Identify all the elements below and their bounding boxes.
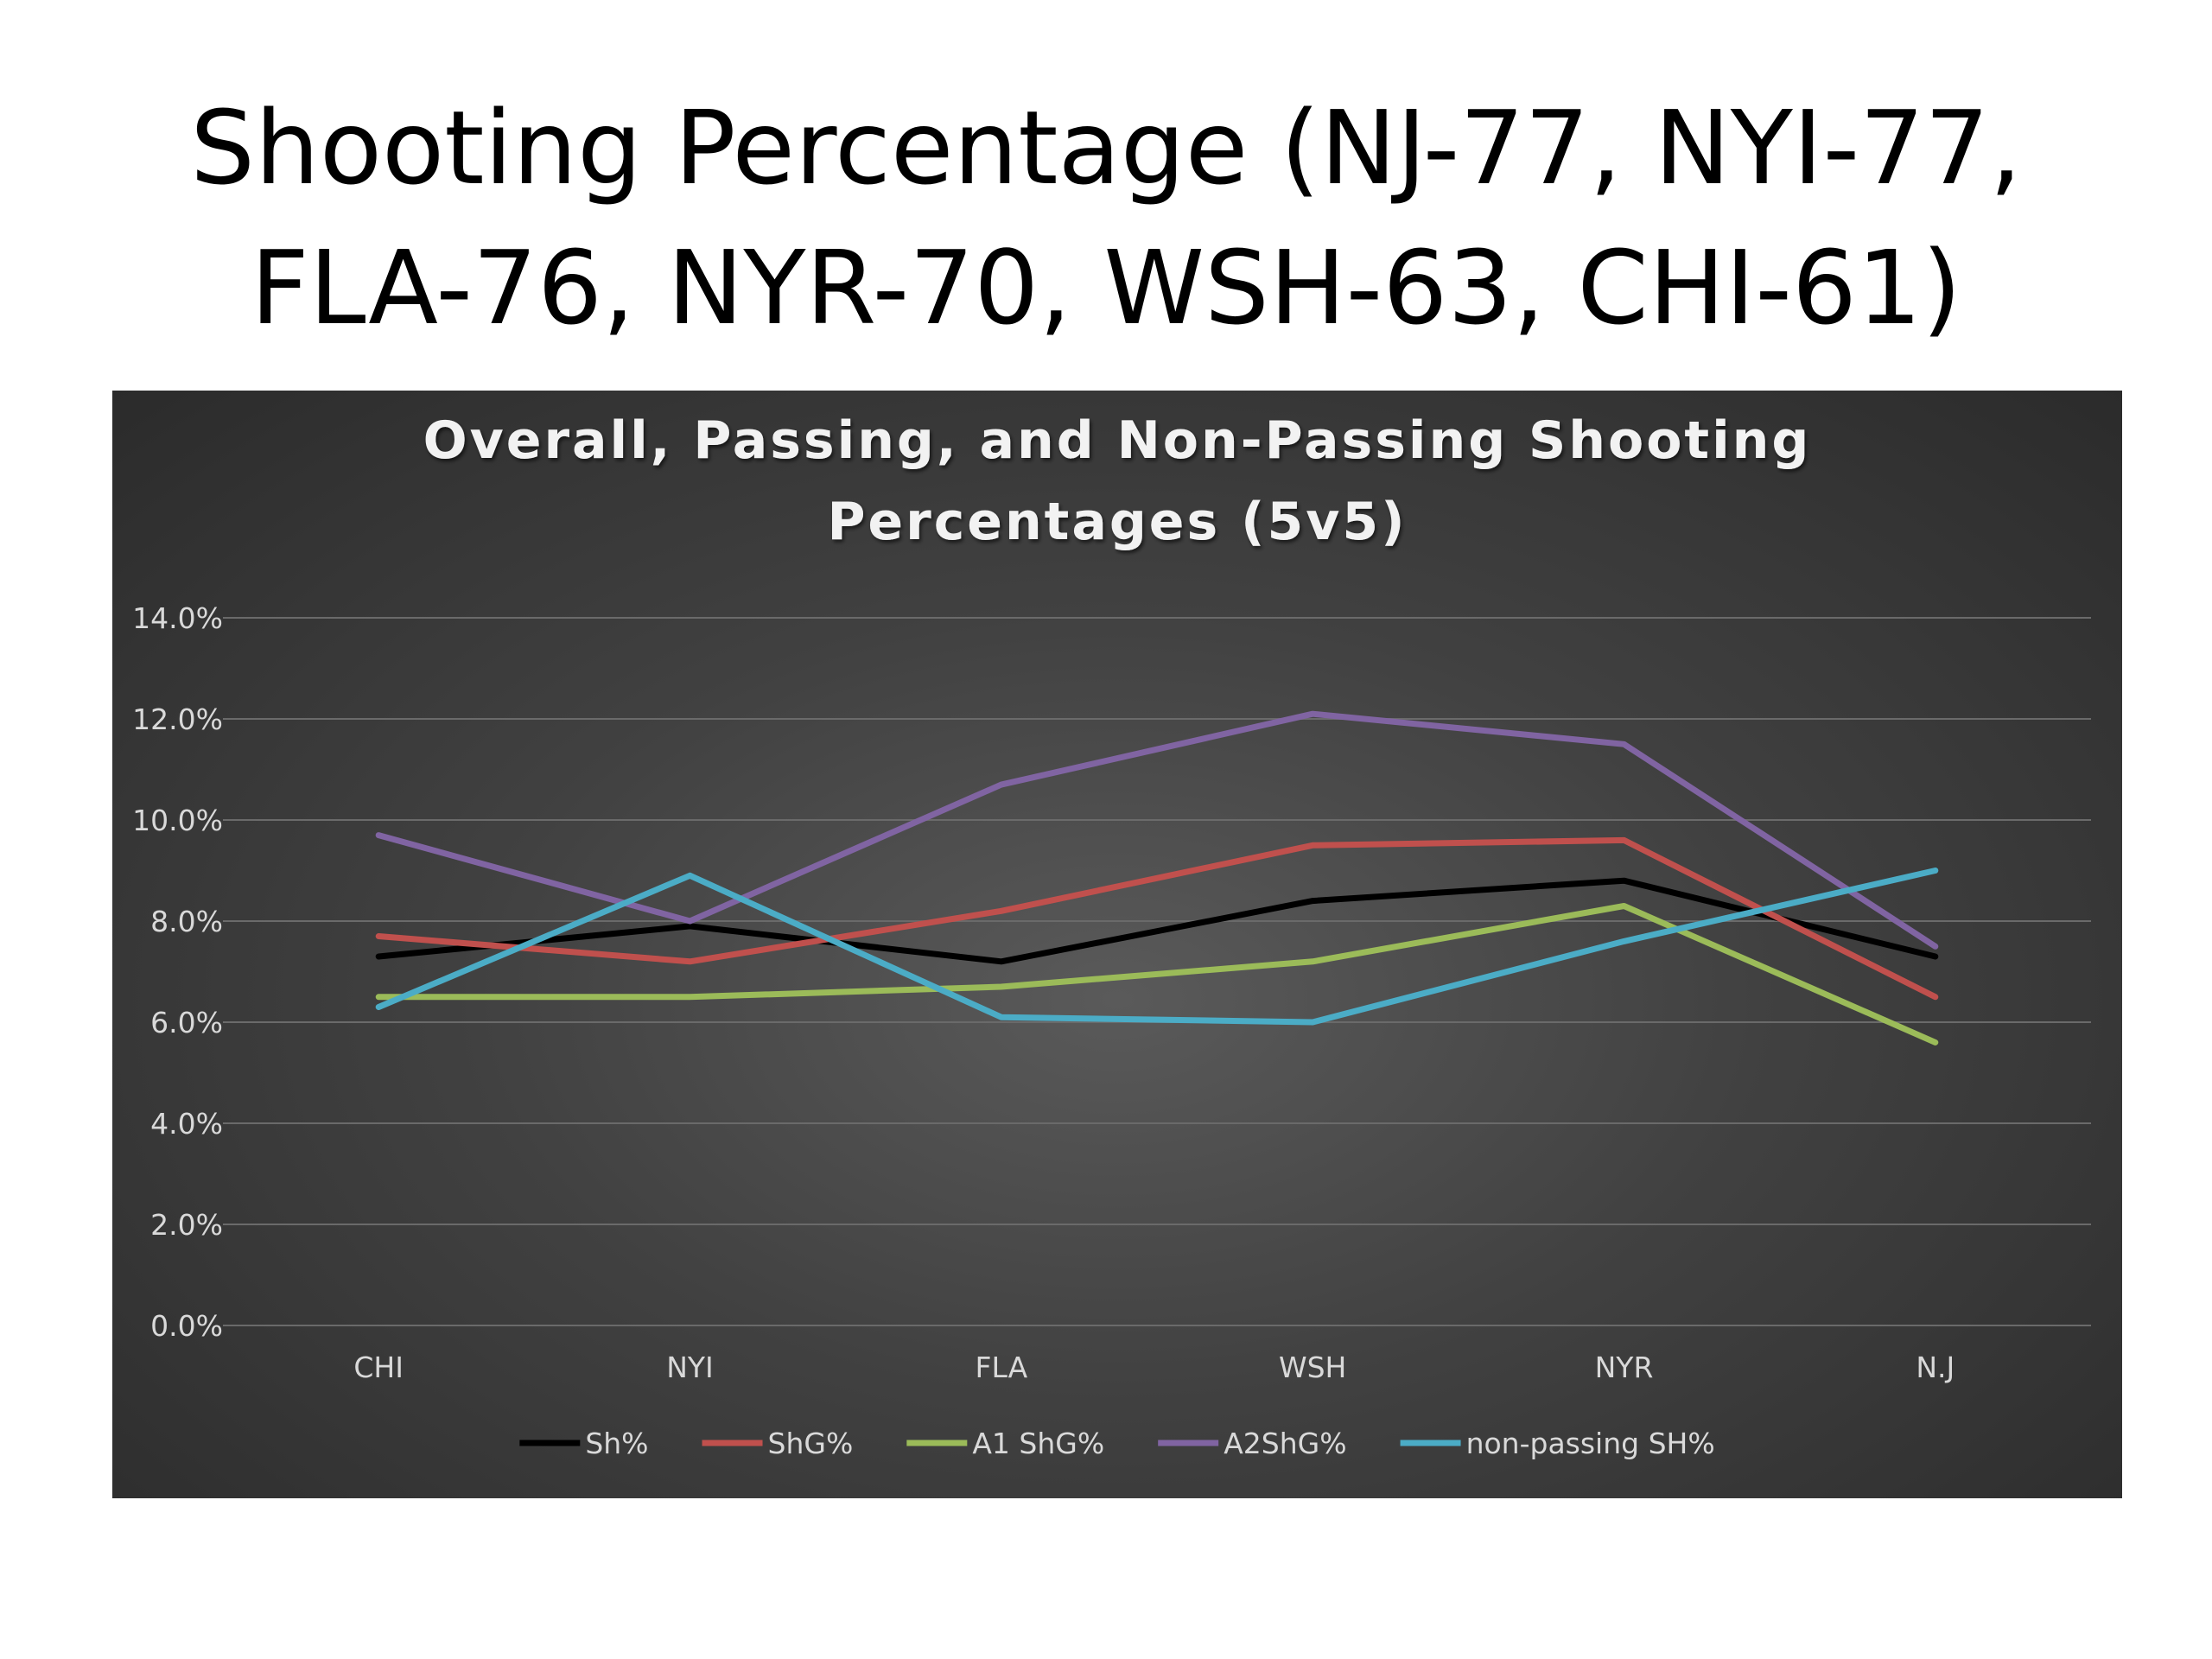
x-tick-label: CHI (353, 1351, 404, 1384)
line-chart: Overall, Passing, and Non-Passing Shooti… (112, 391, 2122, 1498)
legend-label: non-passing SH% (1466, 1427, 1715, 1460)
series-lines (378, 714, 1936, 1042)
slide-title-line-2: FLA-76, NYR-70, WSH-63, CHI-61) (0, 218, 2212, 358)
y-tick-label: 4.0% (150, 1107, 223, 1141)
legend-label: ShG% (768, 1427, 854, 1460)
slide-title: Shooting Percentage (NJ-77, NYI-77, FLA-… (0, 78, 2212, 358)
y-tick-label: 8.0% (150, 905, 223, 938)
x-tick-label: N.J (1916, 1351, 1955, 1384)
legend: Sh% ShG% A1 ShG% A2ShG% non-passing SH% (519, 1427, 1714, 1460)
y-tick-label: 0.0% (150, 1309, 223, 1343)
y-tick-label: 14.0% (132, 601, 223, 635)
x-tick-label: FLA (975, 1351, 1027, 1384)
chart-title-line-2: Percentages (5v5) (827, 492, 1407, 552)
x-tick-label: NYR (1595, 1351, 1654, 1384)
y-tick-label: 10.0% (132, 804, 223, 837)
legend-label: A1 ShG% (972, 1427, 1104, 1460)
chart-area: Overall, Passing, and Non-Passing Shooti… (112, 391, 2122, 1498)
x-tick-label: NYI (666, 1351, 714, 1384)
y-tick-label: 6.0% (150, 1006, 223, 1039)
legend-label: A2ShG% (1224, 1427, 1346, 1460)
slide-title-line-1: Shooting Percentage (NJ-77, NYI-77, (0, 78, 2212, 218)
legend-label: Sh% (585, 1427, 648, 1460)
y-tick-label: 12.0% (132, 702, 223, 736)
x-axis-ticks: CHI NYI FLA WSH NYR N.J (353, 1351, 1955, 1384)
x-tick-label: WSH (1279, 1351, 1346, 1384)
chart-title-line-1: Overall, Passing, and Non-Passing Shooti… (423, 410, 1812, 471)
y-tick-label: 2.0% (150, 1208, 223, 1242)
y-axis-ticks: 0.0% 2.0% 4.0% 6.0% 8.0% 10.0% 12.0% 14.0% (132, 601, 223, 1343)
